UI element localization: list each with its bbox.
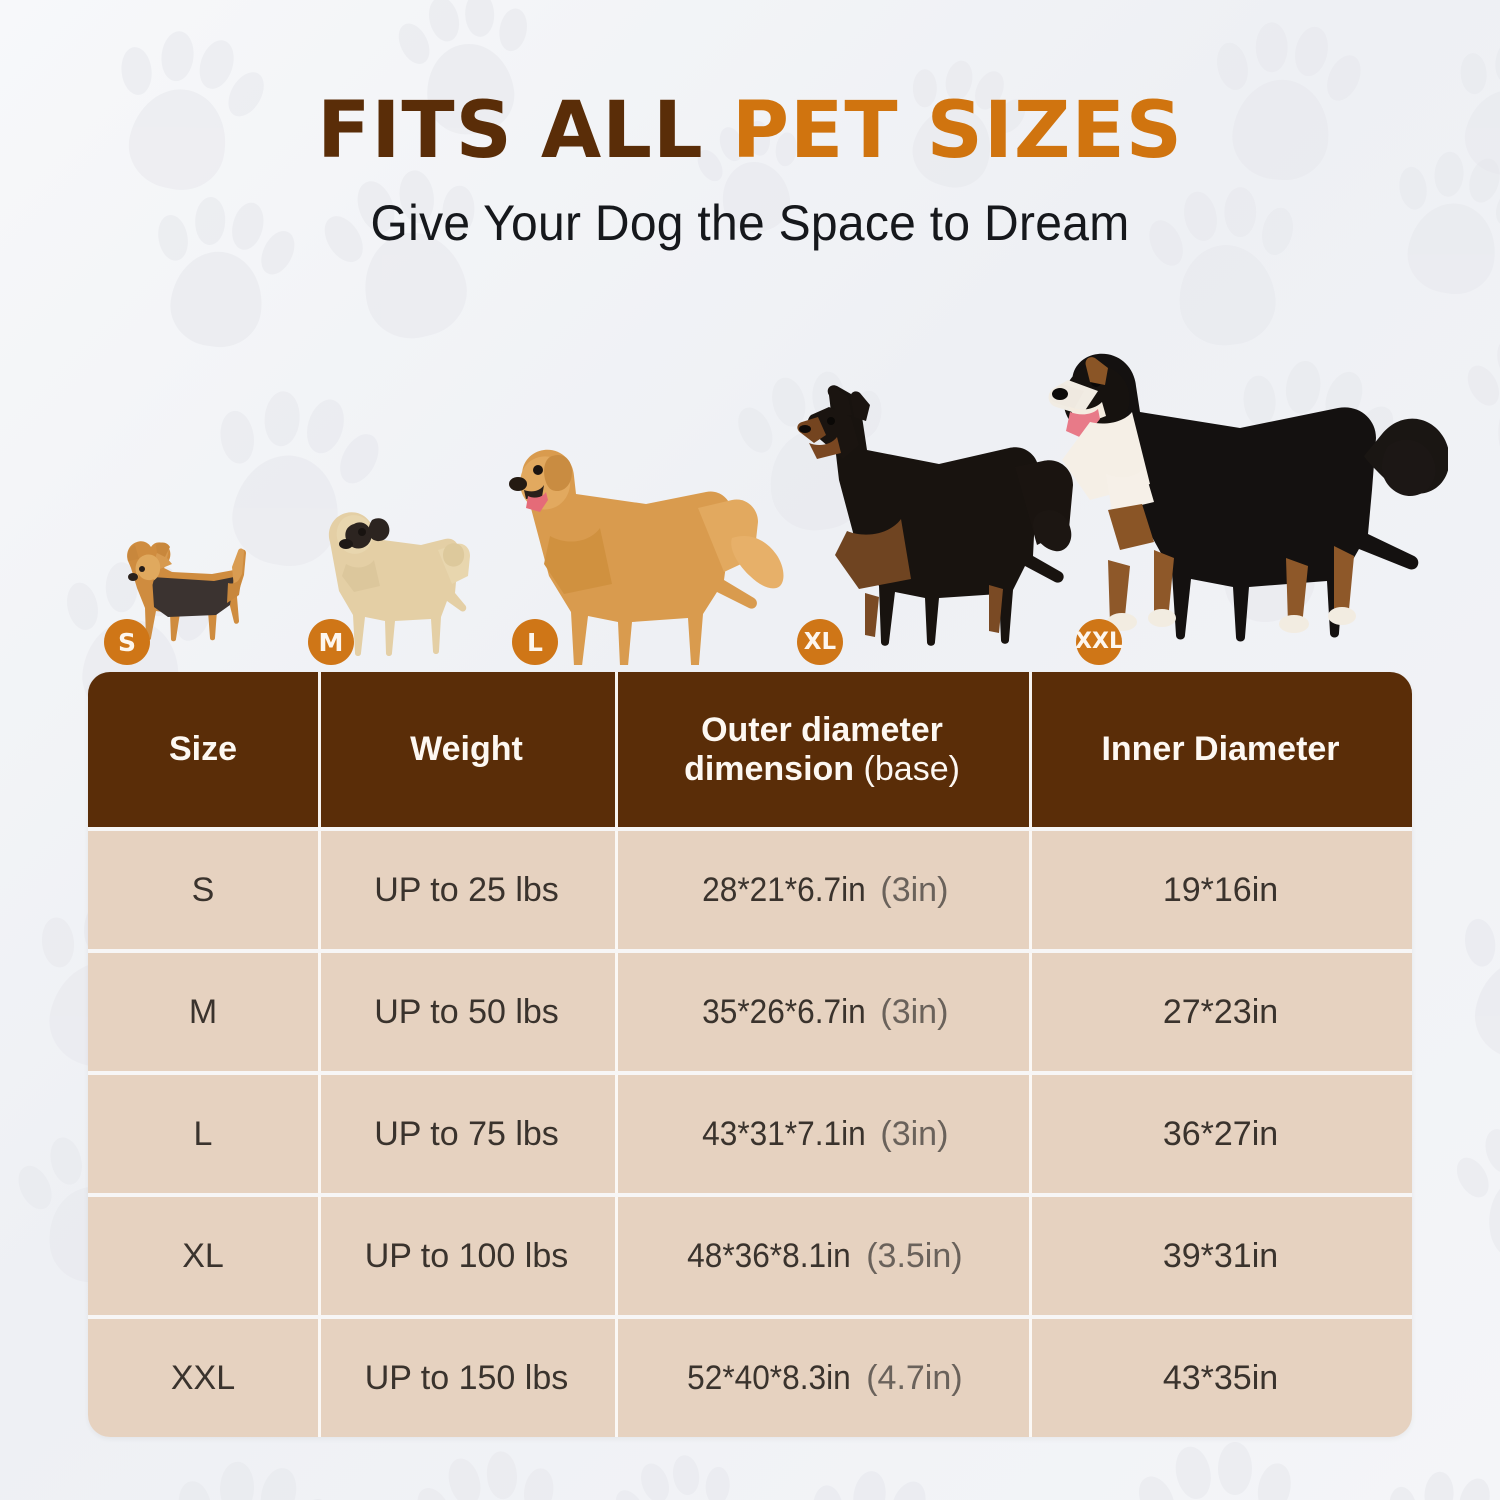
cell-weight: UP to 150 lbs [318, 1319, 615, 1437]
cell-outer-diameter: 28*21*6.7in (3in) [615, 831, 1029, 949]
yorkshire-terrier-illustration [127, 541, 246, 642]
cell-outer-diameter: 52*40*8.3in (4.7in) [615, 1319, 1029, 1437]
size-badge-xxl: XXL [1075, 619, 1123, 665]
size-chart-table: Size Weight Outer diameter dimension (ba… [88, 672, 1412, 1437]
title-part-fits-all: FITS ALL [317, 86, 704, 176]
column-header-size: Size [168, 730, 238, 769]
paw-print-icon [407, 1439, 575, 1500]
cell-outer-note: (3in) [880, 1114, 949, 1153]
column-header-weight: Weight [318, 672, 615, 827]
cell-size: XXL [170, 1358, 236, 1397]
size-badge-s: S [104, 619, 150, 665]
column-header-outer-note: (base) [863, 749, 960, 788]
dog-slot-s: S [100, 515, 270, 665]
cell-outer-value: 52*40*8.3in [687, 1358, 852, 1397]
cell-weight: UP to 75 lbs [318, 1075, 615, 1193]
paw-print-icon [782, 1454, 967, 1500]
cell-outer-value: 35*26*6.7in [701, 992, 866, 1031]
table-header-row: Size Weight Outer diameter dimension (ba… [88, 672, 1412, 827]
cell-weight: UP to 25 lbs [318, 831, 615, 949]
cell-size: M [188, 992, 218, 1031]
cell-outer-note: (3.5in) [866, 1236, 963, 1275]
doberman-illustration [797, 385, 1073, 646]
cell-outer-value: 43*31*7.1in [701, 1114, 866, 1153]
paw-print-icon [1131, 1432, 1306, 1500]
cell-outer-value: 28*21*6.7in [701, 870, 866, 909]
size-badge-xl: XL [797, 619, 843, 665]
column-header-inner-diameter: Inner Diameter [1029, 672, 1412, 827]
cell-inner-diameter: 36*27in [1029, 1075, 1412, 1193]
pug-illustration [328, 512, 470, 656]
paw-print-icon [1442, 888, 1500, 1077]
cell-size: L [193, 1114, 213, 1153]
column-header-outer-line1: Outer diameter [701, 711, 943, 750]
size-badge-l: L [512, 619, 558, 665]
dog-slot-l: L [490, 440, 820, 665]
cell-inner-diameter: 39*31in [1029, 1197, 1412, 1315]
table-row: M UP to 50 lbs 35*26*6.7in (3in) 27*23in [88, 949, 1412, 1071]
cell-outer-diameter: 35*26*6.7in (3in) [615, 953, 1029, 1071]
cell-size: S [191, 870, 215, 909]
cell-weight: UP to 100 lbs [318, 1197, 615, 1315]
table-row: XL UP to 100 lbs 48*36*8.1in (3.5in) 39*… [88, 1193, 1412, 1315]
bernese-mountain-dog-illustration [1048, 353, 1448, 642]
paw-print-icon [1368, 1459, 1500, 1500]
size-badge-m: M [308, 619, 354, 665]
cell-outer-note: (3in) [880, 870, 949, 909]
page-title: FITS ALL PET SIZES [0, 91, 1500, 172]
dog-size-lineup: S M [0, 330, 1500, 675]
golden-retriever-illustration [509, 449, 784, 665]
cell-inner-diameter: 19*16in [1029, 831, 1412, 949]
header-block: FITS ALL PET SIZES Give Your Dog the Spa… [0, 91, 1500, 252]
column-header-outer-line2: dimension [684, 749, 855, 788]
table-row: XXL UP to 150 lbs 52*40*8.3in (4.7in) 43… [88, 1315, 1412, 1437]
paw-print-icon [159, 1450, 339, 1500]
cell-outer-value: 48*36*8.1in [687, 1236, 852, 1275]
cell-outer-note: (4.7in) [866, 1358, 963, 1397]
cell-size: XL [182, 1236, 224, 1275]
cell-inner-diameter: 43*35in [1029, 1319, 1412, 1437]
table-row: L UP to 75 lbs 43*31*7.1in (3in) 36*27in [88, 1071, 1412, 1193]
dog-slot-xl: XL [775, 385, 1075, 665]
title-part-pet-sizes: PET SIZES [731, 86, 1183, 176]
column-header-outer-diameter: Outer diameter dimension (base) [615, 672, 1029, 827]
table-row: S UP to 25 lbs 28*21*6.7in (3in) 19*16in [88, 827, 1412, 949]
cell-weight: UP to 50 lbs [318, 953, 615, 1071]
dog-slot-m: M [300, 490, 500, 665]
cell-inner-diameter: 27*23in [1029, 953, 1412, 1071]
paw-print-icon [1446, 1108, 1500, 1281]
paw-print-icon [606, 1442, 754, 1500]
cell-outer-diameter: 48*36*8.1in (3.5in) [615, 1197, 1029, 1315]
cell-outer-note: (3in) [880, 992, 949, 1031]
dog-slot-xxl: XXL [1028, 350, 1448, 665]
page-subtitle: Give Your Dog the Space to Dream [370, 194, 1130, 251]
cell-outer-diameter: 43*31*7.1in (3in) [615, 1075, 1029, 1193]
